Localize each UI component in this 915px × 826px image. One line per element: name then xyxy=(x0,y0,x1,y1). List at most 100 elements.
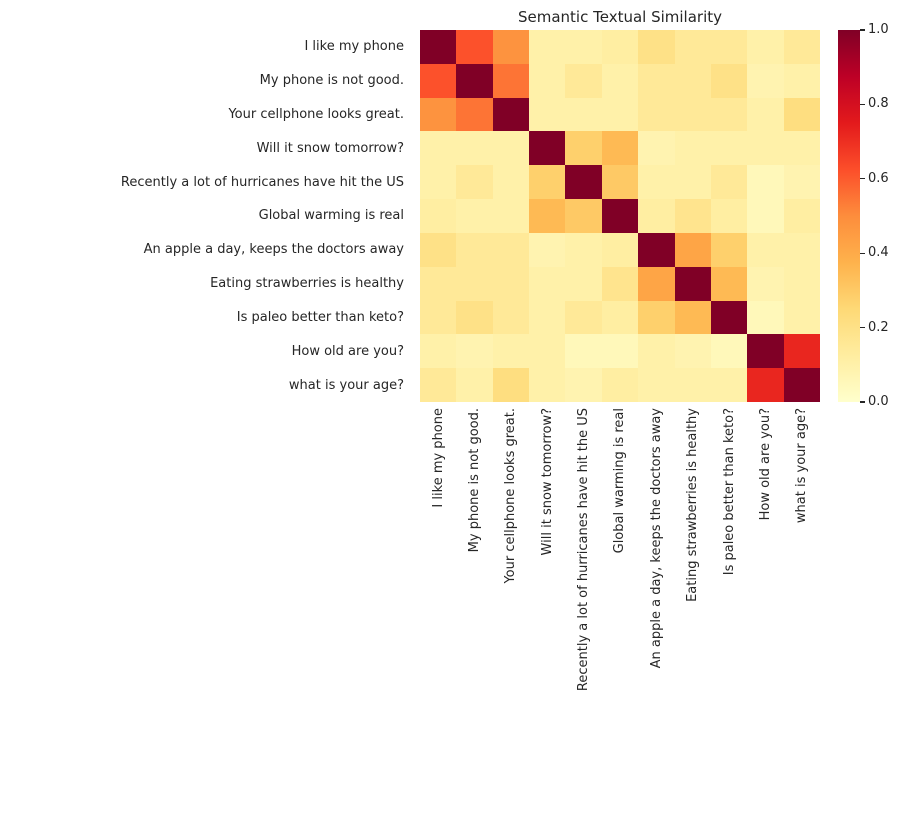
heatmap-cell xyxy=(456,63,493,98)
heatmap-cell xyxy=(710,63,748,98)
heatmap-cell xyxy=(456,334,493,369)
heatmap-cell xyxy=(710,131,748,166)
heatmap-cell xyxy=(565,30,602,64)
heatmap-cell xyxy=(601,63,639,98)
y-tick-label: Eating strawberries is healthy xyxy=(210,276,404,292)
heatmap-cell xyxy=(601,165,639,200)
heatmap-cell xyxy=(492,30,530,64)
colorbar-tick-label: 0.6 xyxy=(868,170,889,186)
heatmap-cell xyxy=(529,97,566,132)
y-tick-label: Recently a lot of hurricanes have hit th… xyxy=(120,174,404,190)
colorbar-tick-label: 0.0 xyxy=(868,394,889,409)
heatmap-cell xyxy=(747,368,784,402)
heatmap-cell xyxy=(529,300,566,335)
heatmap-cell xyxy=(565,165,602,200)
heatmap-cell xyxy=(601,232,639,267)
x-tick-label: Global warming is real xyxy=(612,408,628,554)
heatmap-cell xyxy=(601,97,639,132)
heatmap-cell xyxy=(420,97,457,132)
heatmap-cell xyxy=(783,199,820,233)
heatmap-cell xyxy=(492,368,530,402)
y-tick-label: I like my phone xyxy=(304,39,404,55)
heatmap-cell xyxy=(601,30,639,64)
heatmap-cell xyxy=(638,97,675,132)
heatmap-cell xyxy=(565,300,602,335)
x-tick-label: I like my phone xyxy=(430,408,446,508)
y-axis-labels: I like my phone My phone is not good. Your… xyxy=(0,30,412,402)
heatmap-cell xyxy=(674,199,711,233)
heatmap-cell xyxy=(420,63,457,98)
y-tick-label: My phone is not good. xyxy=(259,73,404,89)
heatmap-cell xyxy=(747,232,784,267)
heatmap-cell xyxy=(492,165,530,200)
heatmap-cell xyxy=(638,232,675,267)
heatmap-cell xyxy=(710,165,748,200)
heatmap-cell xyxy=(529,165,566,200)
y-tick-label: Will it snow tomorrow? xyxy=(256,140,404,156)
heatmap-cell xyxy=(420,30,457,64)
heatmap-cell xyxy=(783,131,820,166)
x-tick-label: Your cellphone looks great. xyxy=(503,408,519,584)
heatmap-cell xyxy=(638,165,675,200)
colorbar-tick-label: 1.0 xyxy=(868,22,889,37)
heatmap-cell xyxy=(783,63,820,98)
heatmap-cell xyxy=(638,266,675,301)
heatmap-cell xyxy=(565,199,602,233)
x-tick-label: Is paleo better than keto? xyxy=(721,408,737,576)
heatmap-cell xyxy=(492,300,530,335)
heatmap-cell xyxy=(565,63,602,98)
heatmap-cell xyxy=(601,334,639,369)
heatmap-cell xyxy=(710,30,748,64)
heatmap-cell xyxy=(456,368,493,402)
heatmap-cell xyxy=(638,334,675,369)
heatmap-cell xyxy=(529,334,566,369)
heatmap-cell xyxy=(456,165,493,200)
colorbar-tick-label: 0.2 xyxy=(868,319,889,335)
heatmap-cell xyxy=(529,368,566,402)
heatmap-cell xyxy=(420,232,457,267)
x-tick-label: An apple a day, keeps the doctors away xyxy=(648,408,664,669)
colorbar-tick-label: 0.8 xyxy=(868,96,889,112)
heatmap-cell xyxy=(565,368,602,402)
x-axis-labels: I like my phone My phone is not good. Your… xyxy=(420,408,820,818)
heatmap-cell xyxy=(674,97,711,132)
heatmap-cell xyxy=(601,131,639,166)
heatmap-cell xyxy=(420,368,457,402)
heatmap-cell xyxy=(674,131,711,166)
heatmap-cell xyxy=(710,97,748,132)
heatmap-cell xyxy=(565,266,602,301)
heatmap-cell xyxy=(565,232,602,267)
heatmap-cell xyxy=(529,30,566,64)
heatmap-cell xyxy=(529,131,566,166)
heatmap-cell xyxy=(420,131,457,166)
x-tick-label: Will it snow tomorrow? xyxy=(539,408,555,556)
heatmap-cell xyxy=(601,368,639,402)
heatmap-cell xyxy=(638,30,675,64)
heatmap-cell xyxy=(747,165,784,200)
heatmap-cell xyxy=(638,300,675,335)
heatmap-cell xyxy=(783,165,820,200)
heatmap-cell xyxy=(492,199,530,233)
heatmap-cell xyxy=(492,63,530,98)
heatmap-cell xyxy=(456,300,493,335)
heatmap-cell xyxy=(674,334,711,369)
y-tick-label: Global warming is real xyxy=(258,208,404,224)
heatmap-cell xyxy=(747,131,784,166)
chart-title: Semantic Textual Similarity xyxy=(517,8,723,26)
heatmap-cell xyxy=(710,334,748,369)
heatmap-cell xyxy=(529,63,566,98)
y-tick-label: Your cellphone looks great. xyxy=(228,107,404,123)
heatmap-cell xyxy=(492,334,530,369)
colorbar-tick-mark xyxy=(860,29,865,31)
y-tick-label: Is paleo better than keto? xyxy=(236,309,404,325)
heatmap-cell xyxy=(747,97,784,132)
heatmap-cell xyxy=(420,300,457,335)
heatmap-cell xyxy=(747,63,784,98)
heatmap-cell xyxy=(565,97,602,132)
heatmap-cell xyxy=(674,266,711,301)
heatmap-cell xyxy=(747,300,784,335)
heatmap-cell xyxy=(674,63,711,98)
x-tick-label: Recently a lot of hurricanes have hit th… xyxy=(576,408,592,692)
colorbar-tick-mark xyxy=(860,401,865,403)
colorbar-tick-mark xyxy=(860,252,865,254)
